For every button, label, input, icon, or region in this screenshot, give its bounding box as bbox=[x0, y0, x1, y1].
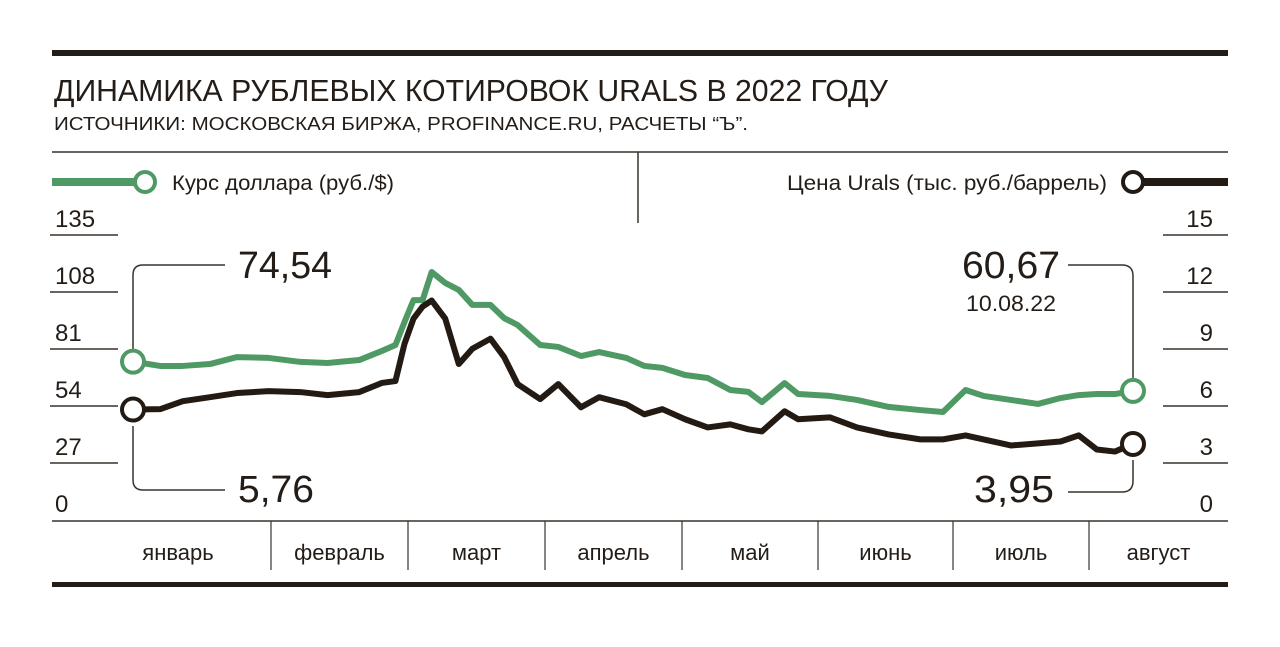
legend-usd-label: Курс доллара (руб./$) bbox=[172, 172, 394, 195]
start-marker bbox=[120, 396, 146, 423]
left-tick-label: 135 bbox=[55, 206, 95, 233]
label-usd-start: 74,54 bbox=[238, 245, 332, 287]
left-tick-label: 27 bbox=[55, 434, 82, 461]
left-tick-label: 0 bbox=[55, 491, 68, 518]
end-marker bbox=[1120, 377, 1146, 404]
label-end-date: 10.08.22 bbox=[966, 291, 1056, 316]
callout-usd-start-line bbox=[132, 264, 225, 352]
x-axis-months: январь февраль март апрель май июнь июль август bbox=[142, 521, 1190, 570]
month-label: май bbox=[730, 540, 770, 565]
end-marker bbox=[1120, 430, 1146, 457]
month-label: февраль bbox=[294, 540, 385, 565]
right-tick-label: 12 bbox=[1186, 263, 1213, 290]
month-label: апрель bbox=[577, 540, 649, 565]
label-urals-end: 3,95 bbox=[974, 469, 1054, 511]
bottom-rule bbox=[52, 582, 1228, 587]
legend-usd: Курс доллара (руб./$) bbox=[52, 170, 394, 195]
chart-subtitle: ИСТОЧНИКИ: МОСКОВСКАЯ БИРЖА, PROFINANCE.… bbox=[54, 114, 748, 134]
right-tick-label: 0 bbox=[1200, 491, 1213, 518]
legend-urals-label: Цена Urals (тыс. руб./баррель) bbox=[787, 172, 1107, 195]
series-usd bbox=[120, 269, 1146, 415]
month-label: март bbox=[452, 540, 501, 565]
month-label: июнь bbox=[859, 540, 911, 565]
right-tick-label: 9 bbox=[1200, 320, 1213, 347]
urals-line bbox=[132, 297, 1135, 455]
right-axis: 15 12 9 6 3 0 bbox=[1163, 206, 1228, 518]
legend-urals-marker bbox=[1121, 170, 1145, 194]
chart-title: ДИНАМИКА РУБЛЕВЫХ КОТИРОВОК URALS В 2022… bbox=[54, 73, 888, 108]
month-label: январь bbox=[142, 540, 213, 565]
label-usd-end: 60,67 bbox=[962, 245, 1060, 287]
callout-urals-start-line bbox=[132, 426, 225, 491]
left-tick-label: 108 bbox=[55, 263, 95, 290]
legend-urals: Цена Urals (тыс. руб./баррель) bbox=[787, 170, 1228, 195]
callout-usd-end-line bbox=[1068, 264, 1134, 381]
callouts bbox=[132, 264, 1134, 493]
start-marker bbox=[120, 348, 146, 375]
right-tick-label: 3 bbox=[1200, 434, 1213, 461]
callout-urals-end-line bbox=[1068, 460, 1134, 493]
left-axis: 135 108 81 54 27 0 bbox=[50, 206, 118, 518]
label-urals-start: 5,76 bbox=[238, 469, 314, 511]
series-urals bbox=[120, 297, 1146, 457]
right-tick-label: 15 bbox=[1186, 206, 1213, 233]
month-label: август bbox=[1127, 540, 1191, 565]
left-tick-label: 54 bbox=[55, 377, 82, 404]
right-tick-label: 6 bbox=[1200, 377, 1213, 404]
left-tick-label: 81 bbox=[55, 320, 82, 347]
legend-usd-marker bbox=[133, 170, 157, 194]
top-rule bbox=[52, 50, 1228, 56]
month-label: июль bbox=[995, 540, 1048, 565]
